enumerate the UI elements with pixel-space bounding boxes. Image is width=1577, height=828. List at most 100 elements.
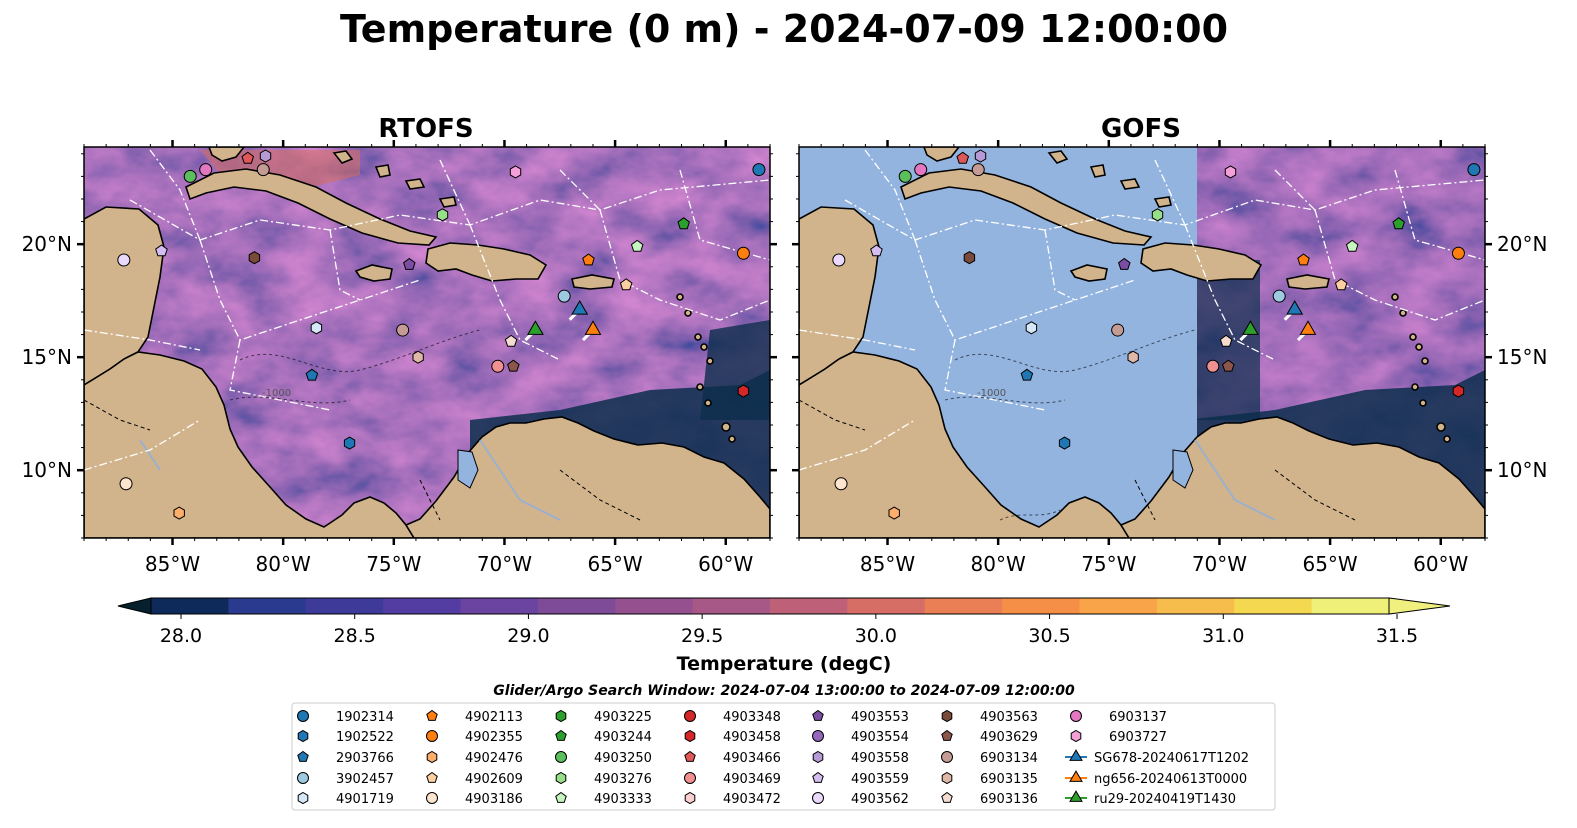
legend-label: 4903553 xyxy=(851,710,909,725)
float-marker xyxy=(183,169,197,183)
float-marker xyxy=(509,165,522,179)
legend-marker xyxy=(812,771,824,783)
legend-box xyxy=(291,702,1276,811)
legend-marker xyxy=(555,709,567,723)
eez-boundaries xyxy=(84,149,770,471)
legend-label: 4903250 xyxy=(594,751,652,766)
legend-label: 1902522 xyxy=(336,730,394,745)
legend-marker xyxy=(555,751,567,763)
legend-marker xyxy=(297,710,309,722)
float-marker xyxy=(396,323,410,337)
float-marker xyxy=(1206,359,1220,373)
map-frame xyxy=(798,146,1486,539)
y-tick-label: 10°N xyxy=(22,458,72,482)
float-marker xyxy=(155,244,168,257)
x-tick-label: 65°W xyxy=(1302,552,1357,576)
float-marker xyxy=(119,477,133,491)
colorbar-segment xyxy=(615,598,694,614)
float-marker xyxy=(974,149,987,163)
legend-marker xyxy=(684,710,696,722)
legend-label: 2903766 xyxy=(336,751,394,766)
legend-marker xyxy=(1069,790,1083,802)
glider-marker xyxy=(1299,320,1317,335)
float-marker xyxy=(1111,323,1125,337)
float-marker xyxy=(971,163,985,177)
legend-marker xyxy=(1069,749,1083,761)
float-marker xyxy=(619,278,633,291)
float-marker xyxy=(1272,289,1286,303)
legend-label: 4902355 xyxy=(465,730,523,745)
legend-marker xyxy=(297,791,309,805)
float-marker xyxy=(259,149,272,163)
colorbar-segment xyxy=(228,598,307,614)
legend-label: 4903186 xyxy=(465,792,523,807)
map-panel-rtofs[interactable]: -1000 xyxy=(83,146,771,540)
panel-title-rtofs: RTOFS xyxy=(378,114,473,144)
float-marker xyxy=(582,253,595,266)
legend-marker xyxy=(941,771,953,785)
colorbar-segment xyxy=(460,598,539,614)
colorbar-tick-label: 29.0 xyxy=(507,625,549,647)
legend-label: 6903137 xyxy=(1109,710,1167,725)
legend-marker xyxy=(426,750,438,764)
colorbar-segment xyxy=(1311,598,1390,614)
legend-marker xyxy=(555,791,567,803)
legend-marker xyxy=(297,729,309,743)
legend-marker xyxy=(426,771,438,783)
colorbar-over-arrow xyxy=(1388,597,1451,615)
glider-marker xyxy=(584,320,602,335)
float-marker xyxy=(888,506,900,520)
legend-label: 6903136 xyxy=(980,792,1038,807)
colorbar-segment xyxy=(383,598,461,614)
legend-marker xyxy=(812,709,824,721)
colorbar-tick-label: 28.5 xyxy=(334,625,376,647)
figure-title: Temperature (0 m) - 2024-07-09 12:00:00 xyxy=(340,7,1228,51)
legend-label: 4903469 xyxy=(723,772,781,787)
colorbar-segment xyxy=(1234,598,1313,614)
colorbar-tick-label: 30.0 xyxy=(855,625,897,647)
river xyxy=(139,439,161,471)
lake-maracaibo xyxy=(457,449,479,489)
y-tick-label: 10°N xyxy=(1497,458,1547,482)
y-tick-label: 20°N xyxy=(1497,232,1547,256)
float-marker xyxy=(1219,334,1233,347)
colorbar-tick-label: 30.5 xyxy=(1028,625,1070,647)
x-tick-label: 60°W xyxy=(698,552,753,576)
colorbar-tick-label: 31.5 xyxy=(1376,625,1418,647)
search-window-text: Glider/Argo Search Window: 2024-07-04 13… xyxy=(493,683,1075,699)
float-marker xyxy=(834,477,848,491)
bathymetry-contour xyxy=(944,329,1196,521)
float-marker xyxy=(173,506,185,520)
float-marker xyxy=(507,359,520,372)
float-marker xyxy=(1334,278,1348,291)
river xyxy=(1194,439,1276,521)
float-marker xyxy=(1127,350,1139,364)
colorbar-segment xyxy=(151,598,229,614)
float-marker xyxy=(1297,253,1310,266)
colorbar-segment xyxy=(1079,598,1158,614)
float-marker xyxy=(557,289,571,303)
float-marker xyxy=(412,350,424,364)
colorbar-segment xyxy=(692,598,771,614)
float-marker xyxy=(1222,359,1235,372)
panel-title-gofs: GOFS xyxy=(1101,114,1181,144)
country-borders xyxy=(84,399,641,521)
eez-boundaries xyxy=(799,149,1485,471)
legend-label: 4903562 xyxy=(851,792,909,807)
float-marker xyxy=(1451,246,1465,260)
float-marker xyxy=(677,217,690,230)
colorbar-segment xyxy=(924,598,1003,614)
lake-maracaibo xyxy=(1172,449,1194,489)
colorbar-tick-label: 28.0 xyxy=(160,625,202,647)
legend-label: 4903348 xyxy=(723,710,781,725)
float-marker xyxy=(491,359,505,373)
x-tick-label: 60°W xyxy=(1413,552,1468,576)
contour-label: -1000 xyxy=(977,388,1006,399)
map-panel-gofs[interactable]: -1000 xyxy=(798,146,1486,540)
float-marker xyxy=(736,246,750,260)
legend: 1902314 1902522 2903766 3902457 4901719 49021… xyxy=(291,702,1276,811)
legend-label: 4902476 xyxy=(465,751,523,766)
legend-label: 4903244 xyxy=(594,730,652,745)
float-marker xyxy=(343,436,356,450)
